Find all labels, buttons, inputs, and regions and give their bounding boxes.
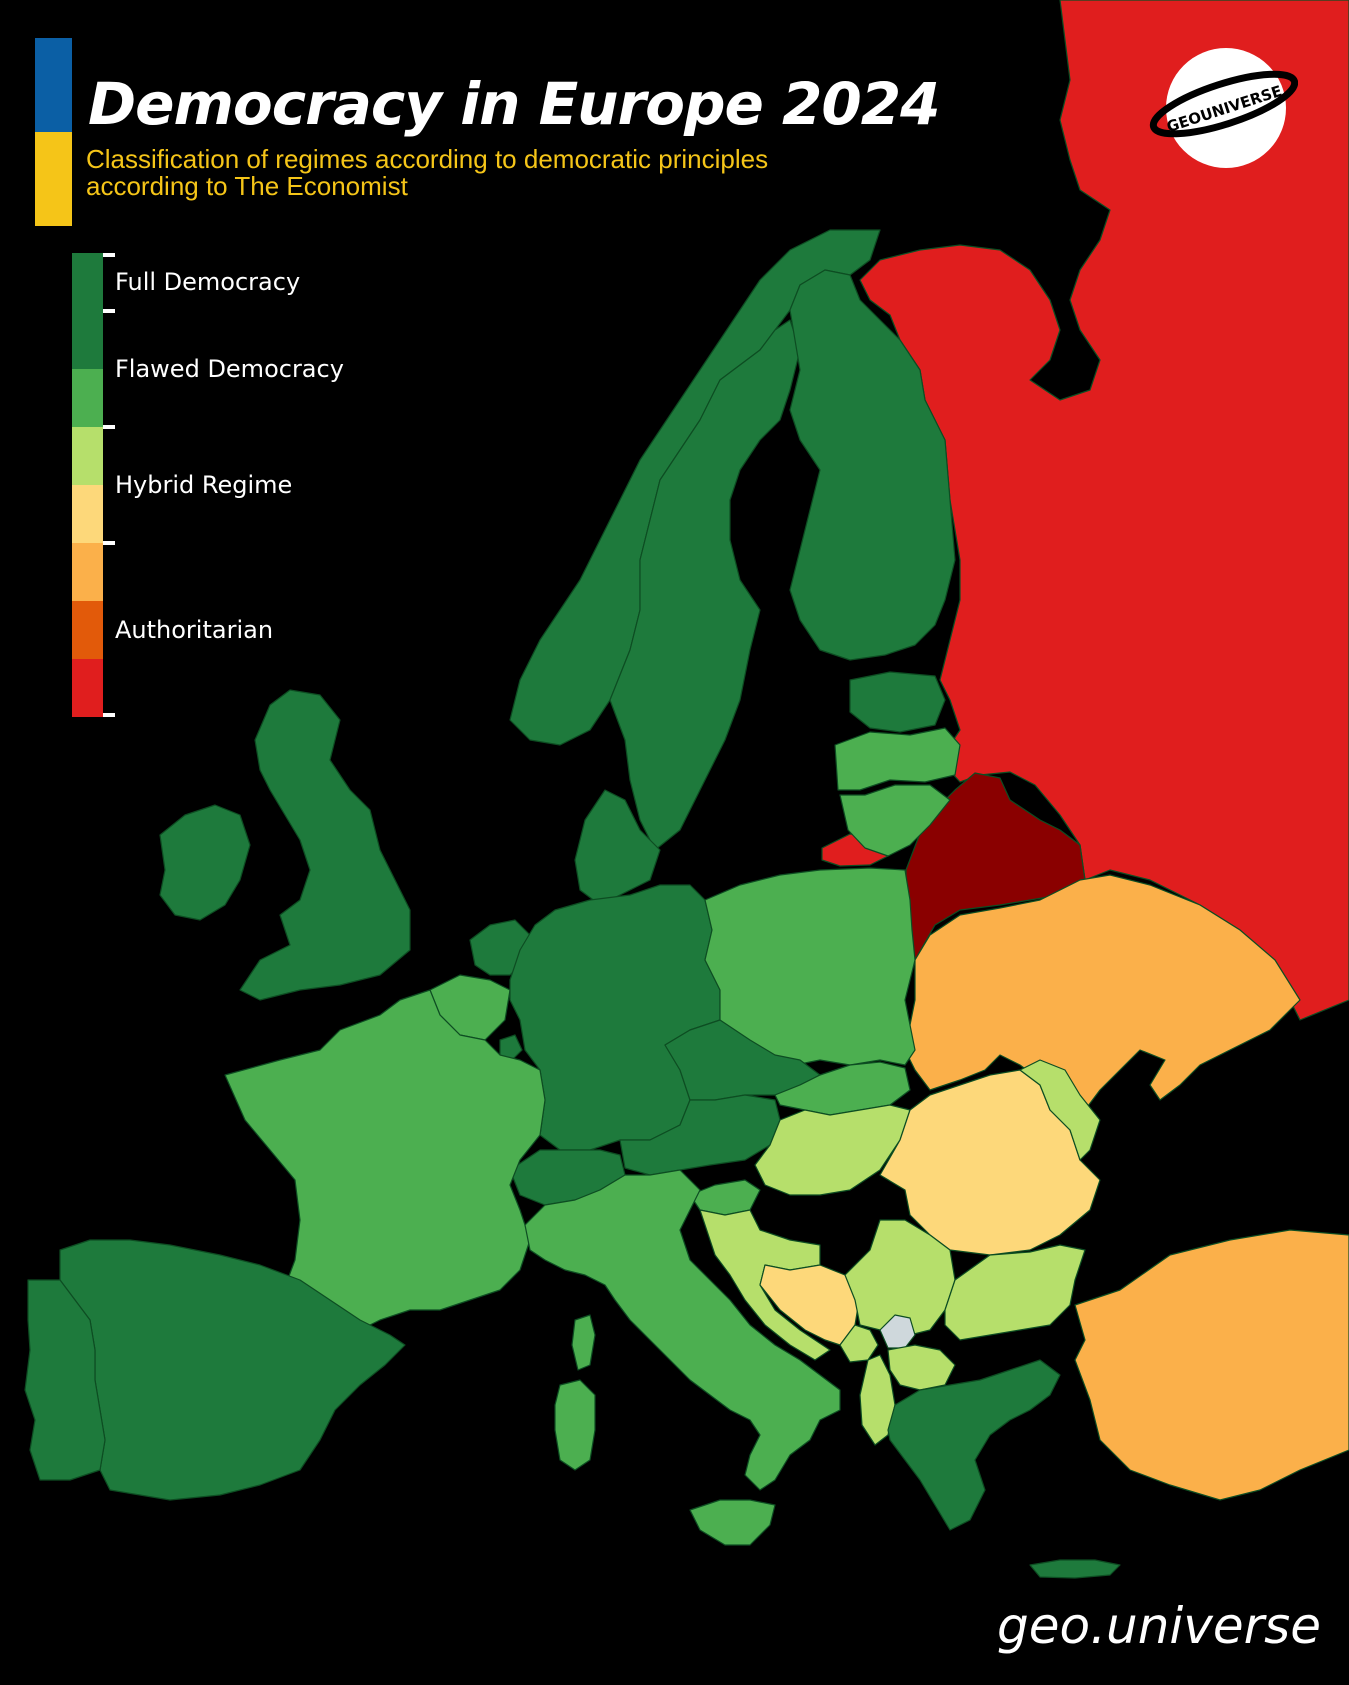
region-portugal [24,1279,106,1481]
region-ireland [159,804,251,921]
legend-swatch-authoritarian-1 [72,543,103,601]
region-poland [704,867,916,1066]
legend-swatch-flawed-democracy-2 [72,369,103,427]
region-albania [859,1354,896,1446]
region-united-kingdom [239,689,411,1001]
legend-tick [103,253,115,257]
legend-swatch-full-democracy-1 [72,253,103,311]
flag-yellow-stripe [35,132,72,226]
legend-swatch-hybrid-regime-1 [72,427,103,485]
flag-blue-stripe [35,38,72,132]
region-romania [879,1069,1101,1256]
legend-tick [103,309,115,313]
region-luxembourg [499,1034,523,1063]
region-croatia [699,1209,831,1361]
region-kosovo [879,1314,916,1349]
region-lithuania [839,784,951,857]
region-ukraine [904,874,1301,1121]
region-corsica [571,1314,596,1371]
legend-label-full-democracy: Full Democracy [115,268,301,296]
planet-ring-logo-icon: GEOUNIVERSE [1149,48,1299,168]
region-sicily [689,1499,776,1546]
region-crete [1029,1559,1121,1579]
legend-label-hybrid-regime: Hybrid Regime [115,471,293,499]
legend-swatch-flawed-democracy-1 [72,311,103,369]
map-title: Democracy in Europe 2024 [88,70,940,138]
legend-swatch-authoritarian-3 [72,659,103,717]
region-bulgaria [944,1244,1086,1341]
region-moldova [1019,1059,1101,1161]
region-sweden [609,319,801,851]
region-italy [524,1169,841,1491]
region-finland [789,269,956,661]
region-greece [887,1359,1061,1531]
legend-swatch-authoritarian-2 [72,601,103,659]
legend-swatch-hybrid-regime-2 [72,485,103,543]
region-turkey [1074,1229,1349,1501]
legend-tick [103,425,115,429]
region-north-macedonia [887,1344,956,1391]
region-sardinia [554,1379,596,1471]
region-montenegro [839,1324,879,1363]
region-estonia [849,671,946,733]
ukraine-flag-bar [35,38,72,226]
legend-tick [103,541,115,545]
legend-label-authoritarian: Authoritarian [115,616,274,644]
region-latvia [834,727,961,791]
geouniverse-logo: GEOUNIVERSE [1148,42,1299,172]
legend-label-flawed-democracy: Flawed Democracy [115,355,344,383]
map-subtitle: Classification of regimes according to d… [86,144,769,201]
watermark: geo.universe [997,1597,1321,1655]
legend-tick [103,713,115,717]
